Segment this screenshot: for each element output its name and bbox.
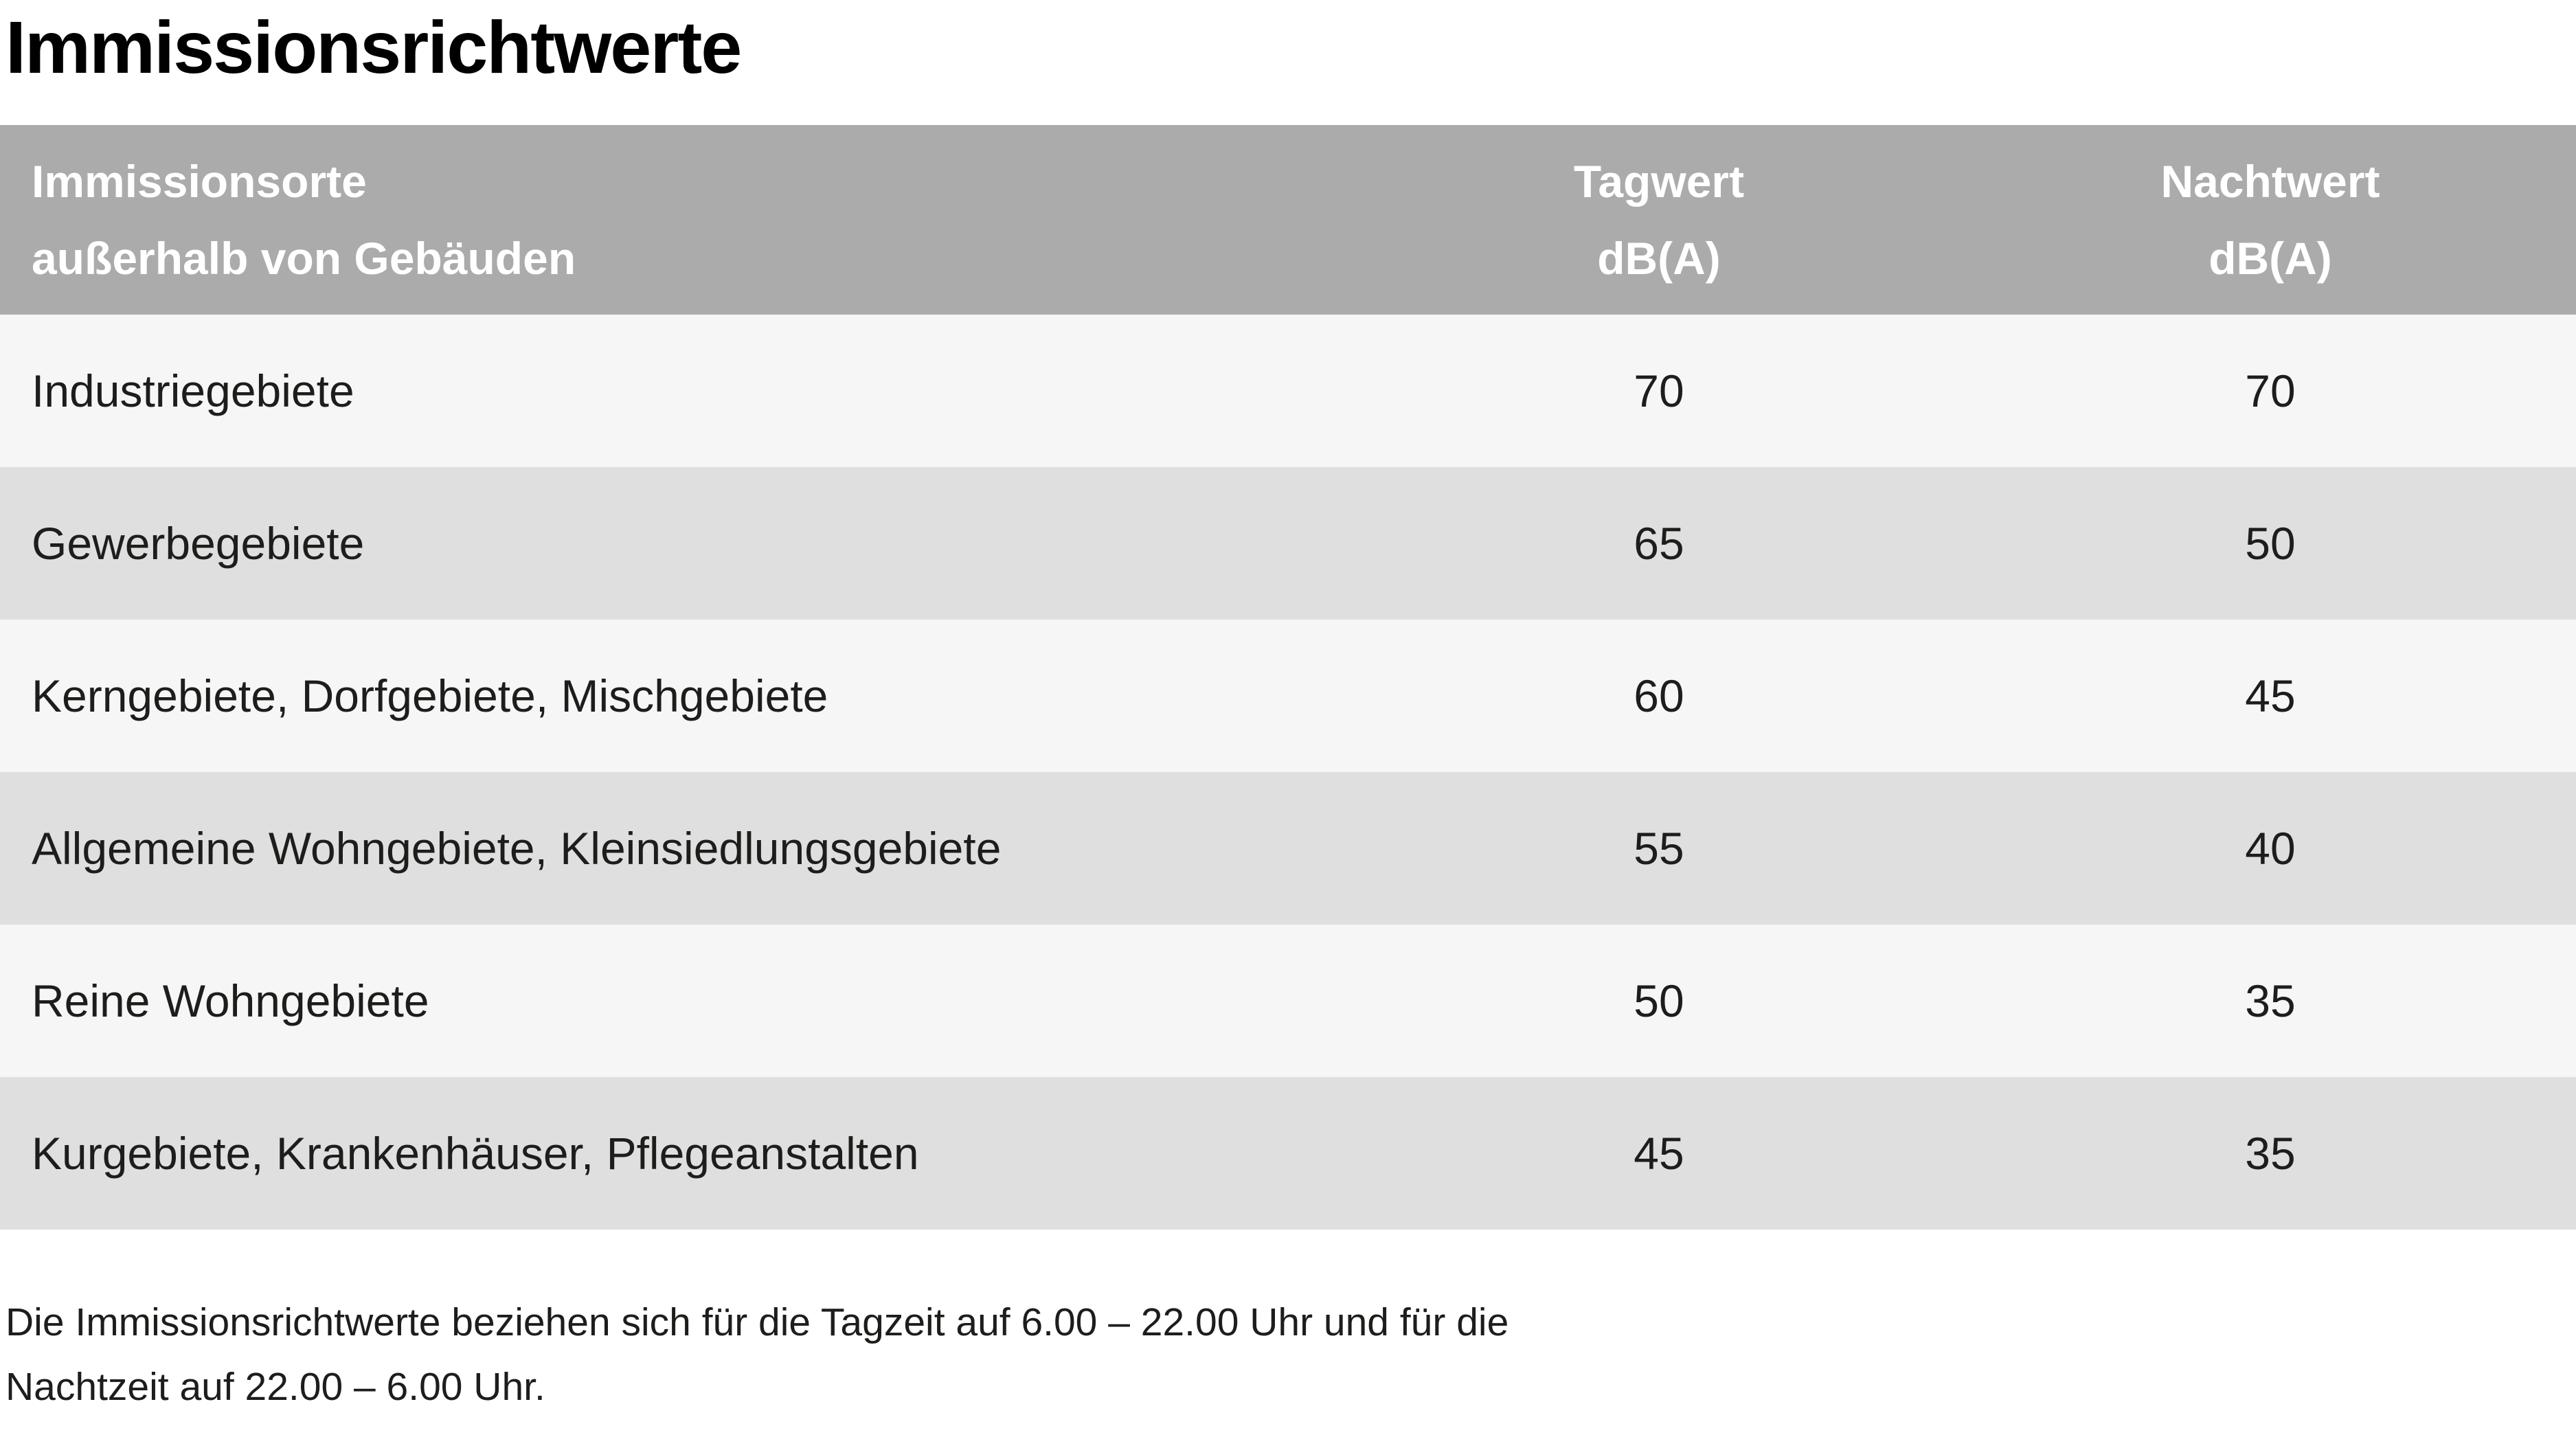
row-label: Kurgebiete, Krankenhäuser, Pflegeanstalt… xyxy=(32,1127,919,1179)
row-tagwert-value: 45 xyxy=(1634,1127,1684,1179)
row-nachtwert-value: 35 xyxy=(2245,1127,2296,1179)
table-row: Kurgebiete, Krankenhäuser, Pflegeanstalt… xyxy=(0,1076,2576,1230)
row-tagwert-value: 70 xyxy=(1634,365,1684,416)
row-label: Industriegebiete xyxy=(32,365,354,416)
header-col-immissionsorte: Immissionsorte außerhalb von Gebäuden xyxy=(0,143,1353,297)
table-header-row: Immissionsorte außerhalb von Gebäuden Ta… xyxy=(0,124,2576,315)
row-label: Reine Wohngebiete xyxy=(32,975,429,1026)
header-tagwert-line1: Tagwert xyxy=(1573,155,1745,207)
row-label: Gewerbegebiete xyxy=(32,517,365,569)
table-row: Gewerbegebiete 65 50 xyxy=(0,466,2576,620)
header-immissionsorte-line1: Immissionsorte xyxy=(32,155,367,207)
row-label: Kerngebiete, Dorfgebiete, Mischgebiete xyxy=(32,670,828,721)
table-row: Reine Wohngebiete 50 35 xyxy=(0,924,2576,1077)
immissionsrichtwerte-table: Immissionsorte außerhalb von Gebäuden Ta… xyxy=(0,124,2576,1230)
table-row: Kerngebiete, Dorfgebiete, Mischgebiete 6… xyxy=(0,619,2576,772)
header-col-nachtwert: Nachtwert dB(A) xyxy=(1965,143,2576,297)
table-body: Industriegebiete 70 70 Gewerbegebiete 65… xyxy=(0,314,2576,1230)
page-title: Immissionsrichtwerte xyxy=(5,5,742,89)
footnote-line: Nachtzeit auf 22.00 – 6.00 Uhr. xyxy=(5,1364,545,1409)
footnote-line: Die Immissionsrichtwerte beziehen sich f… xyxy=(5,1300,1509,1344)
header-nachtwert-line2: dB(A) xyxy=(2208,232,2332,284)
row-nachtwert-value: 70 xyxy=(2245,365,2296,416)
header-nachtwert-line1: Nachtwert xyxy=(2160,155,2380,207)
row-tagwert-value: 65 xyxy=(1634,517,1684,569)
header-immissionsorte-line2: außerhalb von Gebäuden xyxy=(32,232,576,284)
table-row: Industriegebiete 70 70 xyxy=(0,314,2576,467)
row-nachtwert-value: 45 xyxy=(2245,670,2296,721)
row-tagwert-value: 50 xyxy=(1634,975,1684,1026)
header-col-tagwert: Tagwert dB(A) xyxy=(1353,143,1965,297)
table-row: Allgemeine Wohngebiete, Kleinsiedlungsge… xyxy=(0,771,2576,925)
header-tagwert-line2: dB(A) xyxy=(1597,232,1721,284)
footnote: Die Immissionsrichtwerte beziehen sich f… xyxy=(0,1290,2576,1419)
row-nachtwert-value: 35 xyxy=(2245,975,2296,1026)
row-tagwert-value: 55 xyxy=(1634,822,1684,874)
row-nachtwert-value: 50 xyxy=(2245,517,2296,569)
row-label: Allgemeine Wohngebiete, Kleinsiedlungsge… xyxy=(32,822,1002,874)
row-tagwert-value: 60 xyxy=(1634,670,1684,721)
row-nachtwert-value: 40 xyxy=(2245,822,2296,874)
